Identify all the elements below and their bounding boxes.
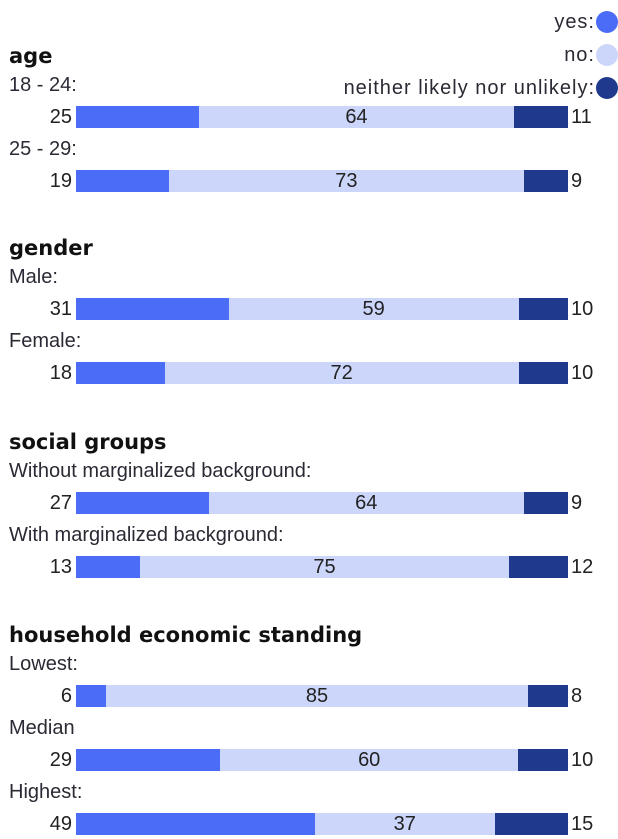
bar-segment-neither-likely-nor-unlikely (508, 556, 568, 578)
bar-segment-yes (76, 813, 315, 835)
data-label: 15 (571, 813, 594, 835)
data-label: 10 (571, 749, 594, 771)
bar-segment-yes (76, 492, 209, 514)
bar-segment-no (164, 362, 519, 384)
data-label: 37 (393, 813, 416, 835)
group-title: household economic standing (9, 623, 363, 647)
legend-swatch-no (596, 44, 618, 66)
legend-label-no: no: (564, 43, 595, 66)
legend-item-neither: neither likely nor unlikely: (344, 74, 618, 102)
data-label: 11 (571, 106, 592, 128)
row-label: 18 - 24: (9, 74, 77, 96)
data-label: 64 (355, 492, 378, 514)
data-label: 13 (49, 556, 72, 578)
row-label: Male: (9, 266, 58, 288)
bar-segment-no (105, 685, 529, 707)
bar-segment-no (168, 170, 525, 192)
group-title: age (9, 44, 53, 68)
row-label: Female: (9, 330, 82, 352)
data-label: 9 (571, 492, 583, 514)
legend-label-yes: yes: (554, 10, 595, 33)
data-label: 12 (571, 556, 594, 578)
bar-segment-yes (76, 362, 165, 384)
bar-segment-yes (76, 749, 221, 771)
data-label: 49 (49, 813, 72, 835)
group-title: social groups (9, 430, 167, 454)
bar-segment-neither-likely-nor-unlikely (518, 362, 568, 384)
data-label: 29 (49, 749, 72, 771)
bar-segment-neither-likely-nor-unlikely (513, 106, 568, 128)
bar-segment-yes (76, 170, 169, 192)
data-label: 73 (335, 170, 358, 192)
bar-segment-no (220, 749, 519, 771)
row-label: Highest: (9, 781, 83, 803)
data-label: 10 (571, 362, 594, 384)
data-label: 9 (571, 170, 583, 192)
bar-segment-neither-likely-nor-unlikely (528, 685, 568, 707)
legend-swatch-yes (596, 11, 618, 33)
bar-segment-yes (76, 556, 140, 578)
bar-segment-yes (76, 685, 106, 707)
data-label: 72 (330, 362, 353, 384)
data-label: 60 (358, 749, 381, 771)
data-label: 10 (571, 298, 594, 320)
legend-item-no: no: (564, 41, 618, 69)
bar-segment-yes (76, 298, 229, 320)
legend-swatch-neither (596, 77, 618, 99)
data-label: 18 (49, 362, 72, 384)
data-label: 64 (345, 106, 368, 128)
row-label: 25 - 29: (9, 138, 77, 160)
bar-segment-no (314, 813, 495, 835)
group-title: gender (9, 236, 93, 260)
bar-segment-neither-likely-nor-unlikely (518, 749, 568, 771)
bar-segment-no (199, 106, 514, 128)
data-label: 75 (313, 556, 336, 578)
data-label: 31 (49, 298, 72, 320)
data-label: 85 (305, 685, 329, 707)
bar-segment-neither-likely-nor-unlikely (494, 813, 568, 835)
legend-label-neither: neither likely nor unlikely: (343, 76, 595, 99)
bar-segment-neither-likely-nor-unlikely (523, 492, 568, 514)
data-label: 25 (49, 106, 72, 128)
data-label: 19 (49, 170, 72, 192)
row-label: Lowest: (9, 653, 78, 675)
data-label: 27 (49, 492, 72, 514)
bar-segment-neither-likely-nor-unlikely (524, 170, 568, 192)
row-label: Without marginalized background: (9, 460, 312, 482)
data-label: 6 (60, 685, 72, 707)
legend: yes: no: neither likely nor unlikely: (0, 8, 618, 99)
bar-segment-no (228, 298, 519, 320)
legend-item-yes: yes: (554, 8, 618, 36)
bar-segment-neither-likely-nor-unlikely (518, 298, 568, 320)
data-label: 8 (571, 685, 583, 707)
row-label: Median (9, 717, 75, 739)
bar-segment-no (139, 556, 509, 578)
bar-segment-no (208, 492, 524, 514)
row-label: With marginalized background: (9, 524, 284, 546)
data-label: 59 (362, 298, 385, 320)
bar-segment-yes (76, 106, 199, 128)
